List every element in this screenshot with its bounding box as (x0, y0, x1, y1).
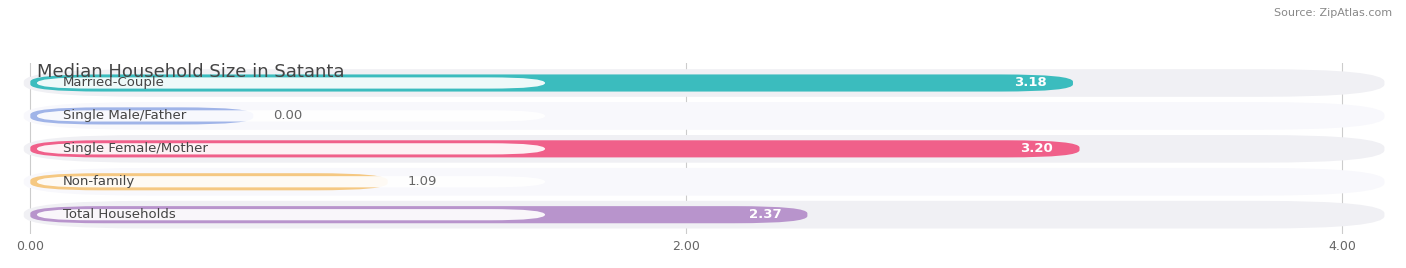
Text: Median Household Size in Satanta: Median Household Size in Satanta (38, 63, 344, 81)
Text: Married-Couple: Married-Couple (63, 76, 165, 90)
Text: Non-family: Non-family (63, 175, 135, 188)
FancyBboxPatch shape (24, 69, 1385, 97)
Text: Single Male/Father: Single Male/Father (63, 109, 187, 122)
Text: 3.18: 3.18 (1014, 76, 1046, 90)
FancyBboxPatch shape (24, 201, 1385, 229)
FancyBboxPatch shape (31, 107, 253, 124)
Text: Source: ZipAtlas.com: Source: ZipAtlas.com (1274, 8, 1392, 18)
Text: 2.37: 2.37 (748, 208, 782, 221)
FancyBboxPatch shape (31, 140, 1080, 157)
FancyBboxPatch shape (31, 173, 388, 190)
FancyBboxPatch shape (37, 176, 546, 187)
FancyBboxPatch shape (37, 110, 546, 121)
FancyBboxPatch shape (24, 102, 1385, 130)
FancyBboxPatch shape (37, 209, 546, 220)
Text: Single Female/Mother: Single Female/Mother (63, 142, 208, 155)
Text: 0.00: 0.00 (273, 109, 302, 122)
FancyBboxPatch shape (37, 77, 546, 89)
Text: 3.20: 3.20 (1021, 142, 1053, 155)
FancyBboxPatch shape (24, 135, 1385, 163)
Text: 1.09: 1.09 (408, 175, 437, 188)
Text: Total Households: Total Households (63, 208, 176, 221)
FancyBboxPatch shape (37, 143, 546, 154)
FancyBboxPatch shape (31, 206, 807, 223)
FancyBboxPatch shape (31, 75, 1073, 92)
FancyBboxPatch shape (24, 168, 1385, 196)
